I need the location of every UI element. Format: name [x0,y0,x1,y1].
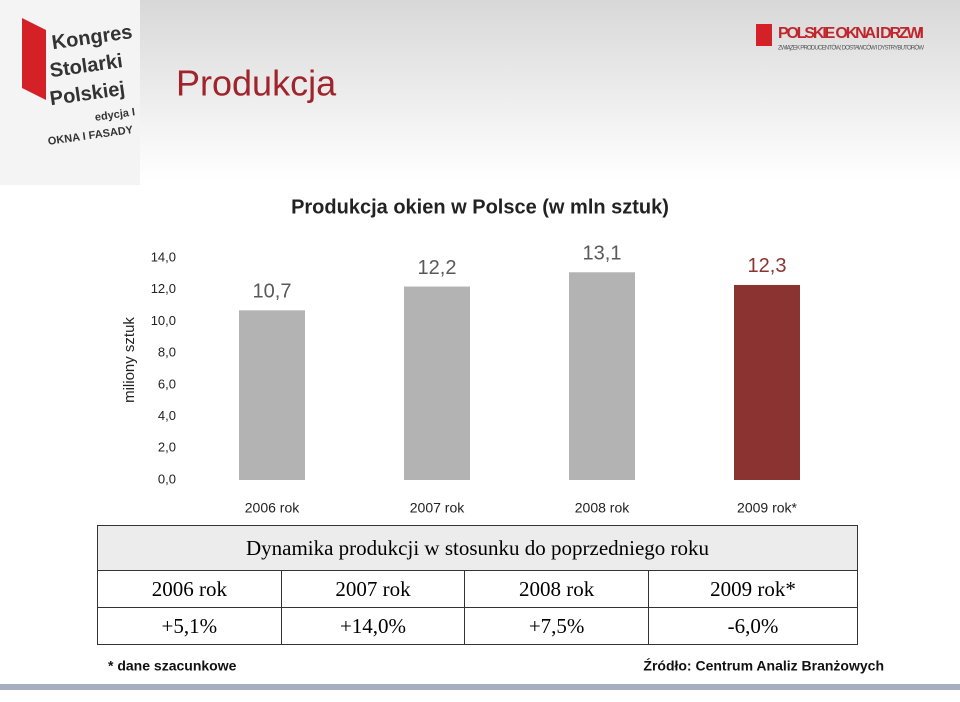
x-tick-label: 2009 rok* [737,500,797,516]
table-cell: 2006 rok [97,570,282,608]
table-cell: 2007 rok [280,570,466,608]
table-cell: 2008 rok [464,570,649,608]
y-tick-label: 10,0 [151,313,176,328]
logo-text: ZWIĄZEK PRODUCENTÓW, DOSTAWCÓW I DYSTRYB… [778,45,924,52]
header-background [140,0,960,180]
value-label: 12,3 [748,255,787,277]
logo-mark [756,24,772,46]
table-cell: +7,5% [464,607,649,645]
bar [404,286,470,480]
table-cell: +5,1% [97,607,282,645]
table-cell: -6,0% [647,607,859,645]
y-tick-label: 6,0 [158,376,176,391]
logo-mark [22,18,46,100]
y-axis-label: miliony sztuk [121,317,138,403]
slide-title: Produkcja [176,63,337,104]
y-tick-label: 12,0 [151,281,176,296]
logo-text: POLSKIE OKNA I DRZWI [778,25,924,42]
y-tick-label: 14,0 [151,249,176,264]
table-cell: 2009 rok* [647,570,859,608]
footnote: * dane szacunkowe [108,658,237,674]
bar [734,284,800,480]
value-label: 12,2 [418,257,457,279]
bottom-stripe [0,684,960,690]
value-label: 13,1 [583,243,622,265]
dynamics-table: Dynamika produkcji w stosunku do poprzed… [97,525,859,645]
bar [569,272,635,480]
y-tick-label: 0,0 [158,471,176,486]
table-title: Dynamika produkcji w stosunku do poprzed… [97,525,858,571]
table-cell: +14,0% [280,607,466,645]
logo-text: edycja I [94,106,136,124]
y-tick-label: 2,0 [158,440,176,455]
x-tick-label: 2007 rok [410,500,465,516]
bar [239,310,305,480]
y-tick-label: 8,0 [158,345,176,360]
source: Źródło: Centrum Analiz Branżowych [643,658,884,674]
y-tick-label: 4,0 [158,408,176,423]
chart-title: Produkcja okien w Polsce (w mln sztuk) [291,196,669,218]
x-tick-label: 2008 rok [575,500,630,516]
value-label: 10,7 [253,281,292,303]
x-tick-label: 2006 rok [245,500,300,516]
